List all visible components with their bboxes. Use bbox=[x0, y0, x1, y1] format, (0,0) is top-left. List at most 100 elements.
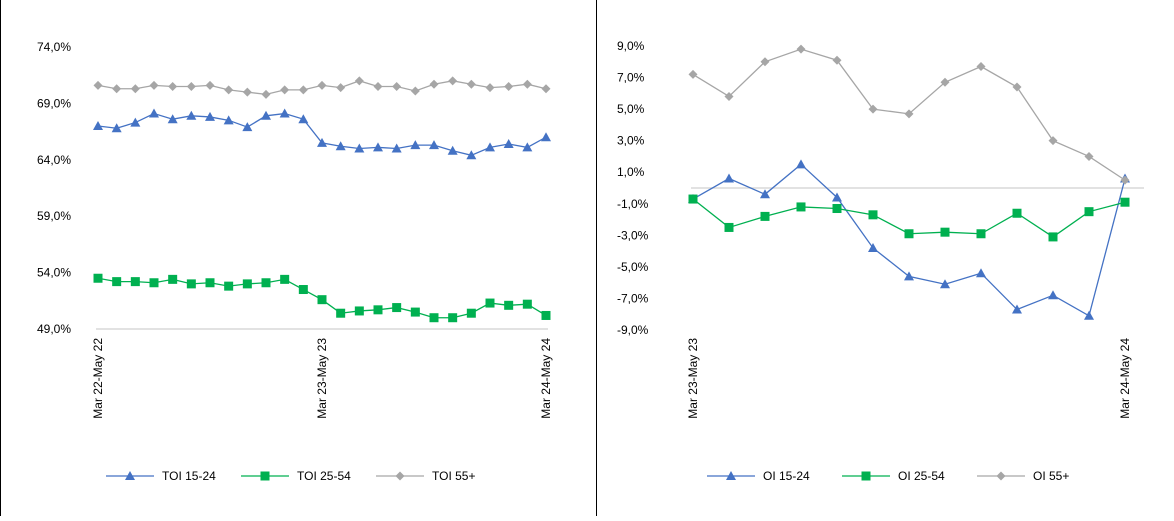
right-y-tick-label: -5,0% bbox=[617, 260, 649, 274]
left-data-point bbox=[130, 277, 140, 287]
left-data-point bbox=[522, 299, 532, 309]
right-data-point bbox=[868, 104, 878, 114]
left-data-point bbox=[336, 308, 346, 318]
center-divider bbox=[596, 0, 597, 516]
right-data-point bbox=[1048, 290, 1058, 300]
left-data-point bbox=[242, 87, 252, 97]
left-legend-label: TOI 15-24 bbox=[162, 469, 216, 483]
right-legend-label: OI 25-54 bbox=[898, 469, 945, 483]
right-data-point bbox=[904, 271, 914, 281]
left-data-point bbox=[373, 142, 383, 152]
right-data-point bbox=[796, 44, 806, 54]
left-y-tick-label: 59,0% bbox=[37, 209, 71, 223]
left-data-point bbox=[93, 80, 103, 90]
left-data-point bbox=[522, 79, 532, 89]
left-data-point bbox=[317, 295, 327, 305]
left-chart-panel: 74,0% 69,0% 64,0% 59,0% 54,0% 49,0% Mar 22-May… bbox=[37, 40, 553, 483]
left-data-point bbox=[429, 79, 439, 89]
right-data-point bbox=[796, 202, 806, 212]
left-legend-marker bbox=[395, 471, 405, 481]
right-data-point bbox=[832, 192, 842, 202]
right-data-point bbox=[868, 242, 878, 252]
right-data-point bbox=[940, 279, 950, 289]
right-data-point bbox=[904, 109, 914, 119]
left-legend-item: TOI 55+ bbox=[376, 469, 475, 483]
right-legend-label: OI 15-24 bbox=[763, 469, 810, 483]
left-data-point bbox=[354, 306, 364, 316]
left-data-point bbox=[392, 303, 402, 313]
left-data-point bbox=[448, 76, 458, 86]
left-data-point bbox=[391, 143, 402, 153]
right-data-point bbox=[724, 222, 734, 232]
left-series-3 bbox=[93, 76, 551, 99]
left-data-point bbox=[466, 79, 476, 89]
left-data-point bbox=[485, 298, 495, 308]
left-data-point bbox=[205, 80, 215, 90]
left-y-tick-label: 49,0% bbox=[37, 322, 71, 336]
right-y-tick-label: 7,0% bbox=[617, 71, 645, 85]
left-line-chart: 74,0% 69,0% 64,0% 59,0% 54,0% 49,0% Mar 22-May… bbox=[37, 40, 553, 483]
right-series-line bbox=[692, 163, 1126, 317]
right-legend-item: OI 55+ bbox=[977, 469, 1069, 483]
right-series-1 bbox=[688, 159, 1130, 320]
right-data-point bbox=[1084, 310, 1094, 320]
right-legend-item: OI 25-54 bbox=[842, 469, 945, 483]
right-data-point bbox=[832, 204, 842, 214]
left-data-point bbox=[354, 143, 365, 153]
right-series-3 bbox=[688, 44, 1130, 185]
right-data-point bbox=[976, 229, 986, 239]
left-data-point bbox=[261, 110, 271, 120]
left-data-point bbox=[448, 313, 458, 323]
left-data-point bbox=[429, 140, 439, 150]
left-y-tick-label: 69,0% bbox=[37, 96, 71, 110]
left-y-tick-label: 74,0% bbox=[37, 40, 71, 54]
right-x-tick-label: Mar 24-May 24 bbox=[1118, 338, 1132, 419]
left-x-tick-label: Mar 23-May 23 bbox=[315, 338, 329, 419]
left-data-point bbox=[261, 89, 271, 99]
left-data-point bbox=[242, 122, 253, 132]
left-data-point bbox=[112, 84, 122, 94]
right-data-point bbox=[832, 55, 842, 65]
right-y-tick-label: -3,0% bbox=[617, 228, 649, 242]
left-data-point bbox=[112, 277, 122, 287]
right-data-point bbox=[1120, 175, 1130, 185]
left-legend-label: TOI 25-54 bbox=[297, 469, 351, 483]
left-data-point bbox=[130, 84, 140, 94]
left-data-point bbox=[522, 142, 533, 152]
left-data-point bbox=[317, 80, 327, 90]
left-data-point bbox=[280, 274, 290, 284]
right-data-point bbox=[760, 57, 770, 67]
right-legend-item: OI 15-24 bbox=[707, 469, 810, 483]
left-data-point bbox=[466, 150, 477, 160]
right-data-point bbox=[688, 194, 698, 204]
right-legend-marker bbox=[861, 471, 871, 481]
left-data-point bbox=[186, 279, 196, 289]
left-data-point bbox=[541, 84, 551, 94]
right-data-point bbox=[940, 77, 950, 87]
left-data-point bbox=[223, 115, 234, 125]
left-data-point bbox=[298, 114, 309, 124]
right-data-point bbox=[724, 173, 734, 183]
left-data-point bbox=[149, 80, 159, 90]
left-series-line bbox=[97, 112, 547, 156]
left-data-point bbox=[279, 108, 290, 118]
left-x-tick-label: Mar 24-May 24 bbox=[539, 338, 553, 419]
left-data-point bbox=[336, 83, 346, 93]
left-data-point bbox=[149, 108, 159, 118]
right-data-point bbox=[976, 268, 986, 278]
right-y-tick-label: -9,0% bbox=[617, 323, 649, 337]
left-data-point bbox=[298, 85, 308, 95]
left-data-point bbox=[373, 305, 383, 315]
left-data-point bbox=[335, 141, 346, 151]
left-data-point bbox=[317, 137, 327, 147]
left-data-point bbox=[224, 85, 234, 95]
right-data-point bbox=[688, 69, 698, 79]
right-series-2 bbox=[688, 194, 1130, 242]
left-data-point bbox=[392, 81, 402, 91]
left-data-point bbox=[503, 139, 514, 149]
left-legend-marker bbox=[125, 471, 135, 480]
left-data-point bbox=[541, 132, 551, 142]
left-legend-item: TOI 15-24 bbox=[106, 469, 216, 483]
left-data-point bbox=[354, 76, 364, 86]
left-data-point bbox=[485, 142, 495, 152]
